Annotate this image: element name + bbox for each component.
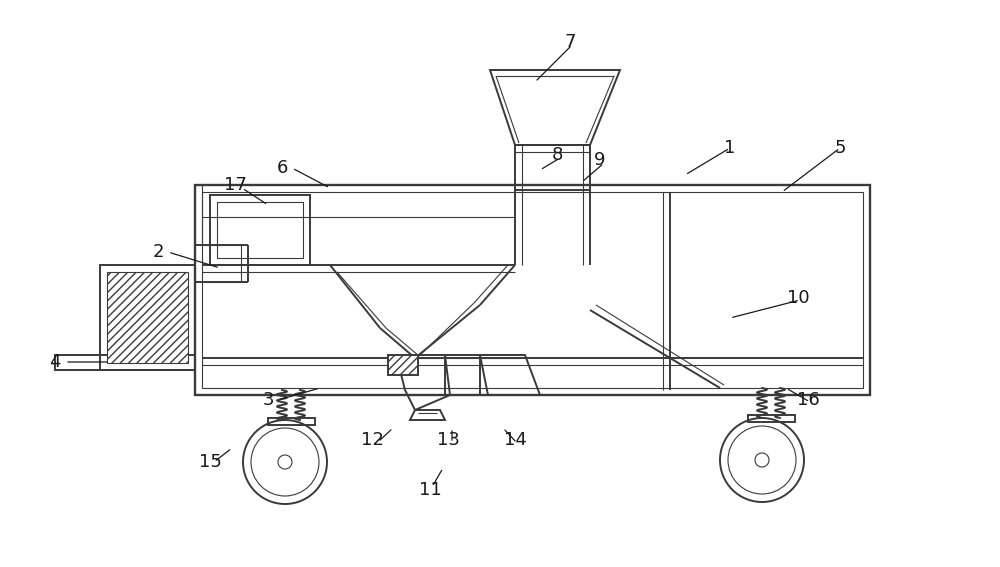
Text: 7: 7	[564, 33, 576, 51]
Text: 8: 8	[551, 146, 563, 164]
Text: 5: 5	[834, 139, 846, 157]
Text: 12: 12	[361, 431, 383, 449]
Polygon shape	[107, 272, 188, 363]
Text: 13: 13	[437, 431, 459, 449]
Text: 10: 10	[787, 289, 809, 307]
Text: 17: 17	[224, 176, 246, 194]
Text: 1: 1	[724, 139, 736, 157]
Text: 14: 14	[504, 431, 526, 449]
Text: 2: 2	[152, 243, 164, 261]
Text: 4: 4	[49, 353, 61, 371]
Polygon shape	[388, 355, 418, 375]
Text: 15: 15	[199, 453, 221, 471]
Text: 16: 16	[797, 391, 819, 409]
Text: 6: 6	[276, 159, 288, 177]
Text: 3: 3	[262, 391, 274, 409]
Text: 9: 9	[594, 151, 606, 169]
Text: 11: 11	[419, 481, 441, 499]
